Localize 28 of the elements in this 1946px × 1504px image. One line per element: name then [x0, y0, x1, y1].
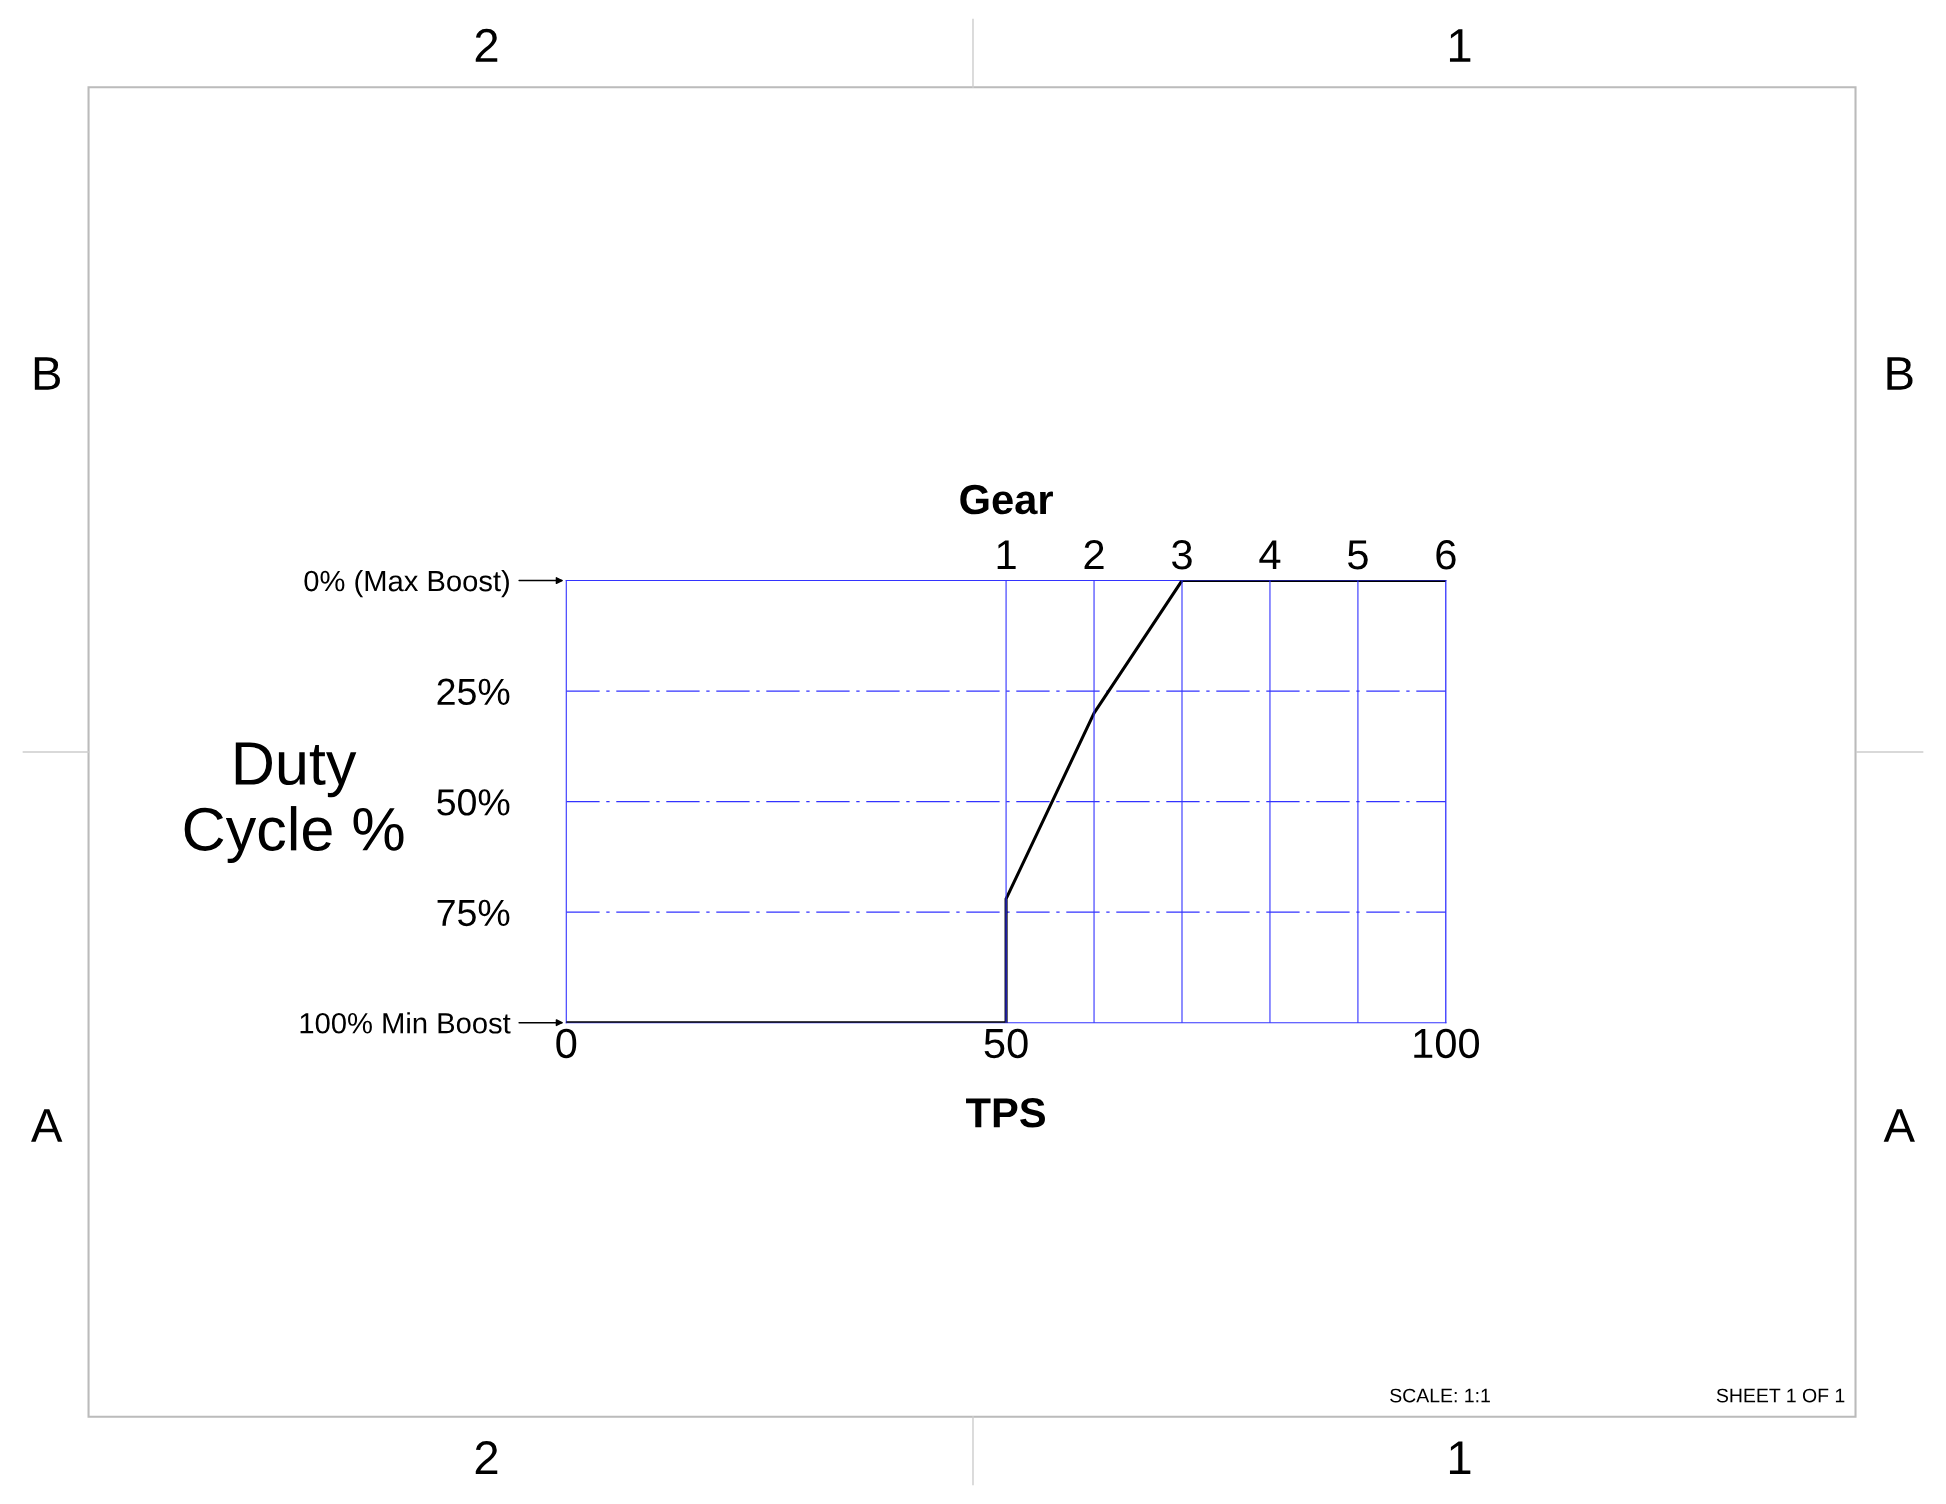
- x-tick-label: 50: [984, 1028, 1028, 1059]
- x2-tick-label: 4: [1259, 540, 1281, 570]
- x2-tick-label: 6: [1436, 540, 1456, 570]
- text: B: [1887, 357, 1913, 390]
- x2-tick-label: 5: [1348, 540, 1368, 570]
- y-tick-label: 50%: [437, 789, 510, 816]
- x2-tick-label: 3: [1172, 540, 1192, 570]
- x2-tick-label: 2: [1084, 540, 1104, 570]
- text: A: [31, 1109, 63, 1142]
- x2-axis-title: Gear: [960, 484, 1053, 515]
- text: 1: [1449, 29, 1471, 62]
- text: 2: [475, 1441, 498, 1475]
- text: SHEET 1 OF 1: [1716, 1388, 1845, 1403]
- y-tick-label: 100% Min Boost: [300, 1012, 511, 1034]
- text: A: [1883, 1109, 1915, 1142]
- y-axis-title: Duty Cycle %: [184, 742, 404, 864]
- line-series: [566, 580, 1446, 1023]
- y-tick-label: 25%: [437, 678, 510, 706]
- y-tick-label: 0% (Max Boost): [304, 569, 509, 598]
- text: SCALE: 1:1: [1390, 1388, 1490, 1403]
- text: 2: [475, 28, 498, 62]
- x2-tick-label: 1: [997, 540, 1016, 570]
- x-tick-label: 100: [1414, 1028, 1480, 1059]
- x-axis-title: TPS: [966, 1098, 1045, 1128]
- x-tick-label: 0: [556, 1028, 577, 1059]
- text: B: [34, 357, 60, 390]
- y-tick-label: 75%: [437, 899, 510, 927]
- text: 1: [1449, 1441, 1471, 1475]
